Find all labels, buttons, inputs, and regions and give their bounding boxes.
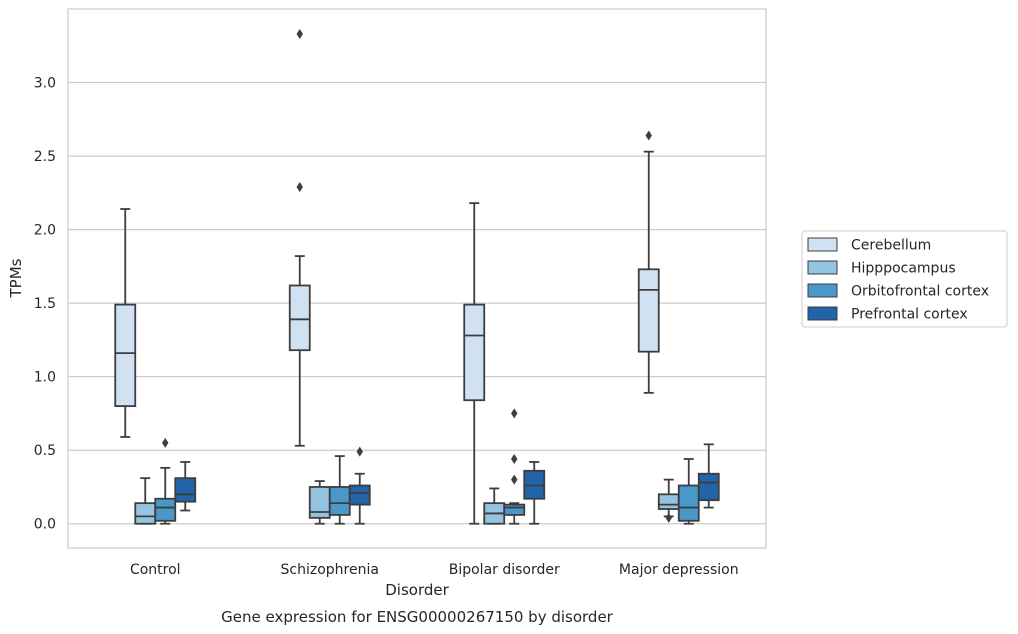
legend-label: Orbitofrontal cortex <box>851 284 989 300</box>
box-iqr <box>328 486 351 516</box>
box-iqr <box>154 497 177 522</box>
outlier-point <box>356 446 363 457</box>
x-tick-label: Major depression <box>619 562 739 578</box>
outlier-point <box>511 474 518 485</box>
box-iqr <box>637 268 660 353</box>
x-tick-labels: Control Schizophrenia Bipolar disorder Majo… <box>130 562 739 578</box>
outlier-point <box>511 408 518 419</box>
x-axis-title: Disorder <box>385 581 449 599</box>
outlier-point <box>162 437 169 448</box>
y-tick-label: 1.5 <box>34 296 56 312</box>
y-tick-label: 0.5 <box>34 443 56 459</box>
box-iqr <box>134 502 157 525</box>
box-iqr <box>114 303 137 407</box>
x-tick-label: Control <box>130 562 181 578</box>
box-orbitofrontal-cortex <box>677 458 700 525</box>
y-tick-label: 3.0 <box>34 76 56 92</box>
box-prefrontal-cortex <box>697 443 720 509</box>
outlier-point <box>645 130 652 141</box>
box-hipppocampus <box>657 478 680 523</box>
x-tick-label: Bipolar disorder <box>449 562 560 578</box>
y-tick-label: 2.0 <box>34 223 56 239</box>
box-hipppocampus <box>134 477 157 525</box>
box-iqr <box>463 303 486 402</box>
plot-background <box>68 9 766 548</box>
outlier-point <box>511 454 518 465</box>
box-hipppocampus <box>308 480 331 525</box>
box-prefrontal-cortex <box>174 461 197 512</box>
outlier-point <box>296 181 303 192</box>
box-prefrontal-cortex <box>523 461 546 525</box>
box-iqr <box>308 486 331 519</box>
y-tick-label: 0.0 <box>34 517 56 533</box>
box-orbitofrontal-cortex <box>328 455 351 525</box>
box-cerebellum <box>288 29 311 447</box>
legend-swatch <box>807 237 838 252</box>
box-iqr <box>677 484 700 522</box>
box-hipppocampus <box>483 487 506 525</box>
legend-swatch <box>807 260 838 275</box>
y-axis-title: TPMs <box>7 258 25 298</box>
box-cerebellum <box>637 130 660 394</box>
box-orbitofrontal-cortex <box>154 437 177 525</box>
plot-frame <box>67 8 767 549</box>
outlier-point <box>665 512 672 523</box>
box-cerebellum <box>114 208 137 438</box>
box-orbitofrontal-cortex <box>503 408 526 525</box>
y-tick-label: 2.5 <box>34 149 56 165</box>
legend-label: Cerebellum <box>851 238 931 254</box>
legend-swatch <box>807 306 838 321</box>
box-prefrontal-cortex <box>348 446 371 525</box>
legend: Cerebellum Hipppocampus Orbitofrontal cort… <box>801 230 1008 328</box>
boxes <box>114 29 720 525</box>
box-iqr <box>174 477 197 503</box>
legend-label: Hipppocampus <box>851 261 956 277</box>
gridlines <box>68 81 766 525</box>
box-iqr <box>697 472 720 502</box>
box-cerebellum <box>463 202 486 525</box>
outlier-point <box>296 29 303 40</box>
box-iqr <box>348 484 371 506</box>
box-iqr <box>657 493 680 510</box>
legend-frame <box>801 230 1008 328</box>
box-iqr <box>288 284 311 352</box>
y-tick-label: 1.0 <box>34 370 56 386</box>
chart-caption: Gene expression for ENSG00000267150 by d… <box>221 608 614 626</box>
box-iqr <box>503 503 526 516</box>
legend-label: Prefrontal cortex <box>851 307 968 323</box>
legend-swatch <box>807 283 838 298</box>
y-tick-labels: 0.0 0.5 1.0 1.5 2.0 2.5 3.0 <box>34 76 56 533</box>
x-tick-label: Schizophrenia <box>281 562 379 578</box>
